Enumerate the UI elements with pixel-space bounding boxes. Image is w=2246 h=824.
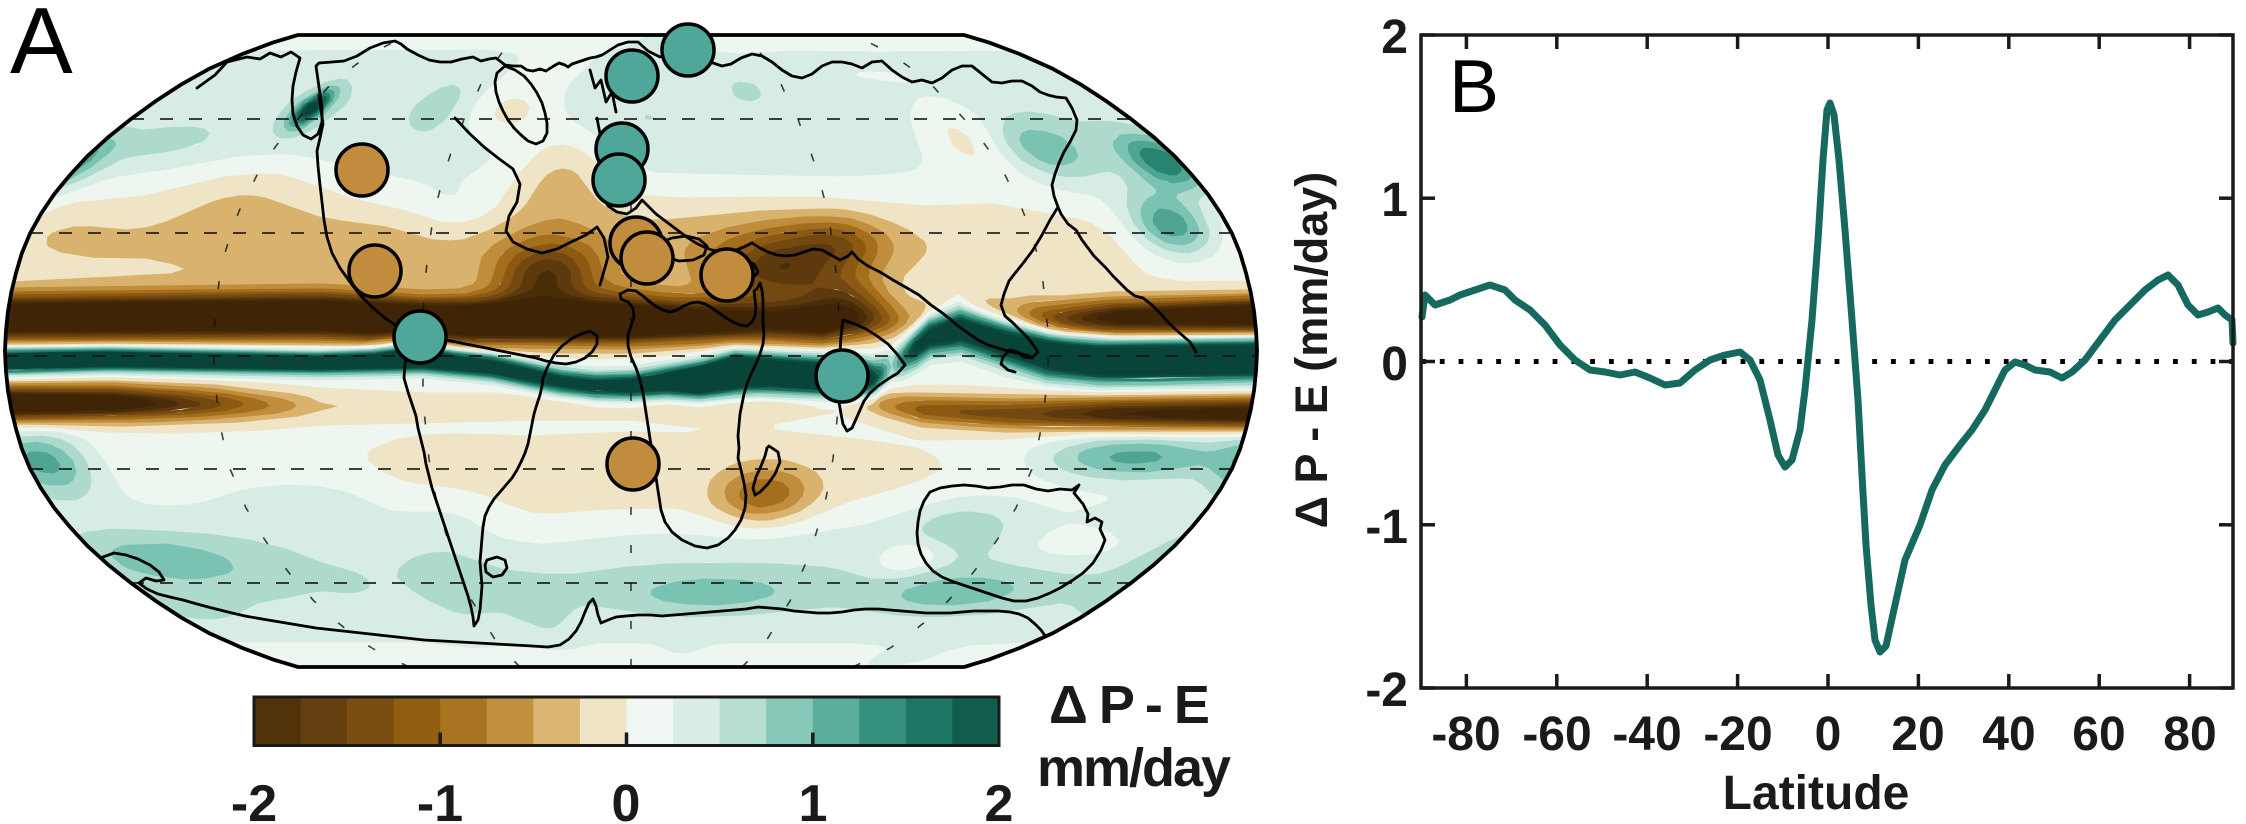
svg-text:80: 80	[2163, 708, 2216, 761]
svg-text:A: A	[10, 0, 73, 93]
svg-text:-20: -20	[1703, 708, 1772, 761]
svg-text:40: 40	[1982, 708, 2035, 761]
svg-text:2: 2	[985, 775, 1014, 824]
svg-text:0: 0	[612, 775, 641, 824]
svg-text:-2: -2	[231, 775, 277, 824]
svg-text:1: 1	[1381, 174, 1408, 227]
svg-text:Latitude: Latitude	[1723, 767, 1910, 820]
svg-text:2: 2	[1381, 11, 1408, 64]
svg-text:20: 20	[1891, 708, 1944, 761]
svg-text:0: 0	[1381, 338, 1408, 391]
svg-text:60: 60	[2072, 708, 2125, 761]
svg-text:-40: -40	[1612, 708, 1681, 761]
svg-text:0: 0	[1815, 708, 1842, 761]
svg-text:mm/day: mm/day	[1037, 738, 1231, 798]
svg-text:-60: -60	[1522, 708, 1591, 761]
svg-text:Δ P - E (mm/day): Δ P - E (mm/day)	[1286, 172, 1337, 529]
svg-text:1: 1	[799, 775, 828, 824]
svg-text:-1: -1	[1365, 501, 1408, 554]
svg-text:-1: -1	[417, 775, 463, 824]
svg-text:-2: -2	[1365, 664, 1408, 717]
svg-text:B: B	[1449, 44, 1499, 128]
svg-text:-80: -80	[1431, 708, 1500, 761]
svg-text:Δ P - E: Δ P - E	[1049, 675, 1208, 735]
